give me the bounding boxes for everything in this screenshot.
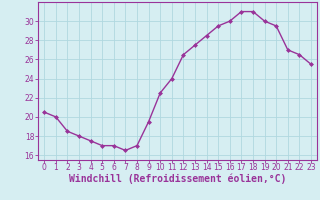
X-axis label: Windchill (Refroidissement éolien,°C): Windchill (Refroidissement éolien,°C) bbox=[69, 174, 286, 184]
